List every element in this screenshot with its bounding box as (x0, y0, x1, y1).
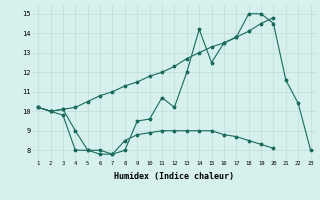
X-axis label: Humidex (Indice chaleur): Humidex (Indice chaleur) (115, 172, 234, 181)
